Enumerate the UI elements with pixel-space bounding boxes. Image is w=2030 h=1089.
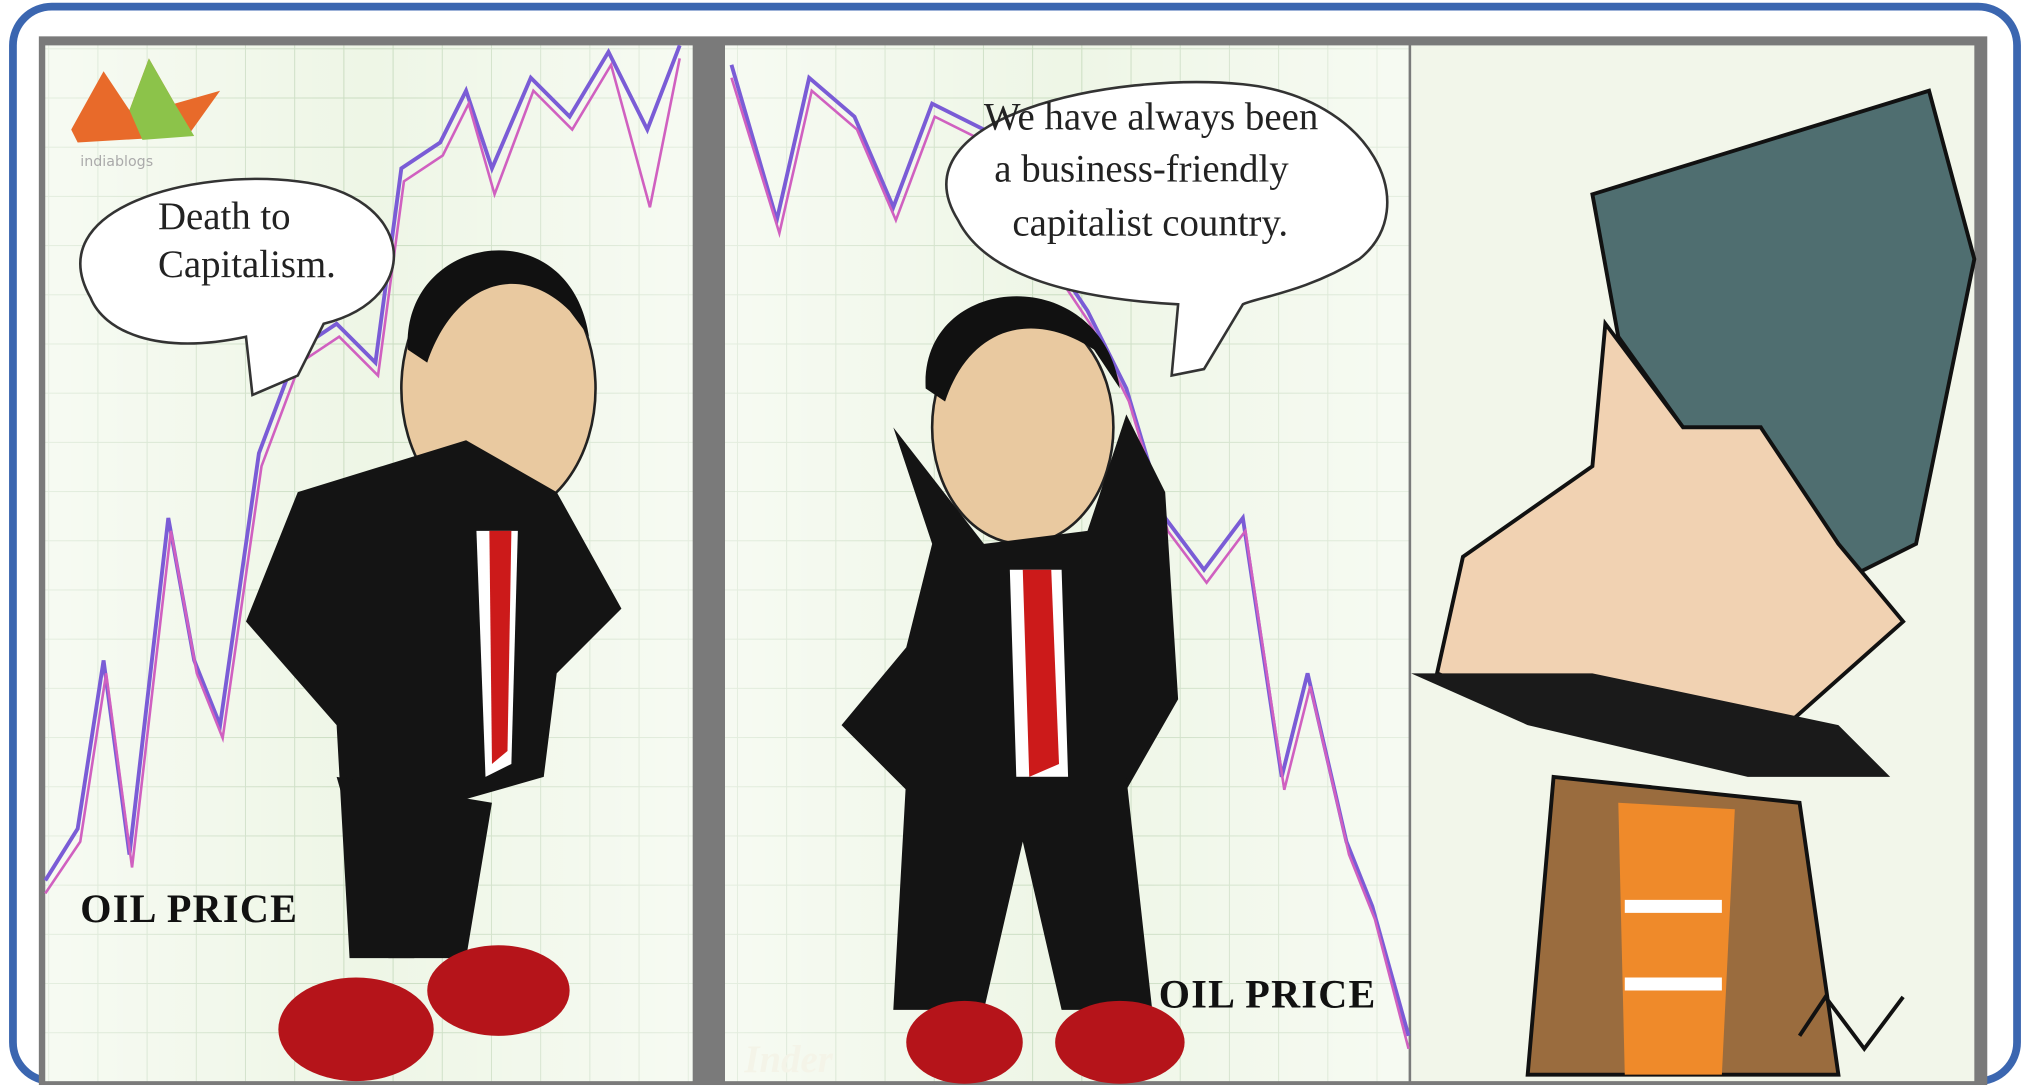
page: Oil price cartoon {"logo": {"text": "ind…: [0, 0, 2030, 1089]
body: indiablogs Death to Capitalism. OIL PRIC…: [0, 0, 2030, 1089]
figure-shoe: [427, 945, 569, 1036]
figure-shoe: [278, 978, 433, 1082]
figure-shoe: [906, 1001, 1023, 1084]
oil-price-label: OIL PRICE: [80, 886, 298, 931]
signature: Inder: [743, 1038, 833, 1081]
logo-text: indiablogs: [80, 154, 153, 170]
speech-text: Death to: [158, 195, 291, 238]
caricature-shirt: [1618, 803, 1735, 1075]
speech-text: a business-friendly: [994, 147, 1289, 190]
speech-text: capitalist country.: [1012, 202, 1288, 245]
speech-text: Capitalism.: [158, 243, 336, 286]
cartoon: indiablogs Death to Capitalism. OIL PRIC…: [0, 0, 2030, 1089]
oil-price-label: OIL PRICE: [1159, 971, 1377, 1016]
speech-text: We have always been: [984, 96, 1318, 139]
